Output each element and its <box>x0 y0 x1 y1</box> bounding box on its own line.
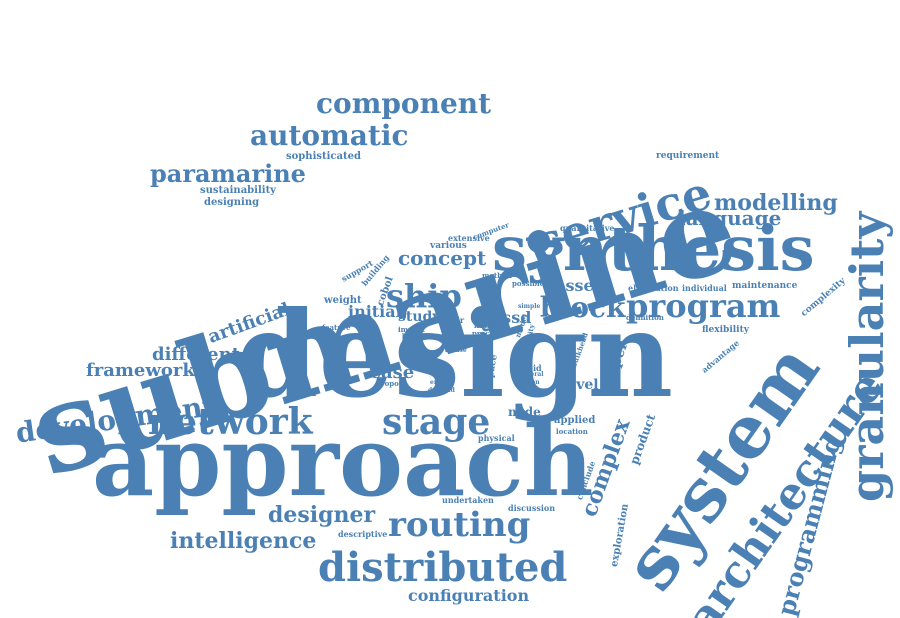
word-maintenance: maintenance <box>732 281 798 291</box>
word-program: program <box>626 287 781 325</box>
word-concept: concept <box>398 246 487 270</box>
word-designing: designing <box>204 197 260 208</box>
word-option: option <box>518 379 540 386</box>
word-intelligence: intelligence <box>170 528 317 554</box>
word-routing: routing <box>388 505 531 545</box>
word-essd: essd <box>492 308 532 327</box>
word-block: block <box>540 291 626 324</box>
word-extensive: extensive <box>448 233 490 243</box>
word-component: component <box>316 87 492 120</box>
word-elucidation: elucidation <box>628 283 679 293</box>
word-distributed: distributed <box>318 544 568 591</box>
word-demand: demand <box>428 387 455 394</box>
word-network: network <box>148 401 313 443</box>
word-ship: ship <box>386 277 462 315</box>
word-better: better <box>402 333 423 340</box>
word-advantage: advantage <box>699 337 742 375</box>
word-possible: possible <box>512 279 545 288</box>
word-various: various <box>430 241 467 251</box>
word-general: general <box>518 371 544 378</box>
word-sophisticated: sophisticated <box>286 151 361 162</box>
word-language: language <box>678 206 782 230</box>
word-design: design <box>236 285 674 424</box>
word-method: method <box>482 271 512 280</box>
word-granularity: granularity <box>840 211 894 502</box>
word-physical: physical <box>478 433 515 443</box>
word-individual: individual <box>682 283 727 293</box>
word-impact: impact <box>398 325 425 334</box>
word-definition: definition <box>626 313 664 322</box>
word-case-small: case <box>452 347 467 354</box>
word-applied: applied <box>554 415 596 426</box>
word-flexibility: flexibility <box>702 325 749 335</box>
word-requirement: requirement <box>656 151 720 161</box>
word-quantitative: quantitative <box>560 223 615 233</box>
word-study: study <box>398 309 441 325</box>
word-weight: weight <box>324 295 362 306</box>
word-stage: stage <box>382 401 491 443</box>
word-approach: approach <box>92 405 594 518</box>
word-designer: designer <box>268 502 376 528</box>
word-discussion: discussion <box>508 503 556 513</box>
word-paramarine: paramarine <box>150 159 306 188</box>
word-configuration: configuration <box>408 586 530 605</box>
word-major: major <box>438 315 465 325</box>
word-automatic: automatic <box>250 119 409 152</box>
word-initial: initial <box>348 302 402 321</box>
word-sustainability: sustainability <box>200 185 276 196</box>
word-case: case <box>370 362 415 383</box>
word-different: different <box>152 344 240 365</box>
word-simple: simple <box>518 303 541 310</box>
word-novel: novel <box>474 321 495 330</box>
word-propose: propose <box>376 379 408 388</box>
word-node: node <box>508 405 541 419</box>
word-undertaken: undertaken <box>442 495 494 505</box>
word-rapid: rapid <box>518 363 542 373</box>
word-descriptive: descriptive <box>338 529 388 539</box>
word-feature: feature <box>322 323 351 332</box>
word-location: location <box>556 427 588 436</box>
word-enable: enable <box>430 379 453 386</box>
word-vessel: vessel <box>546 276 600 295</box>
word-synthesis: synthesis <box>492 212 815 285</box>
word-modelling: modelling <box>714 190 838 216</box>
word-level: level <box>562 377 599 393</box>
word-proc: proc <box>472 329 490 338</box>
word-framework: framework <box>86 360 195 381</box>
